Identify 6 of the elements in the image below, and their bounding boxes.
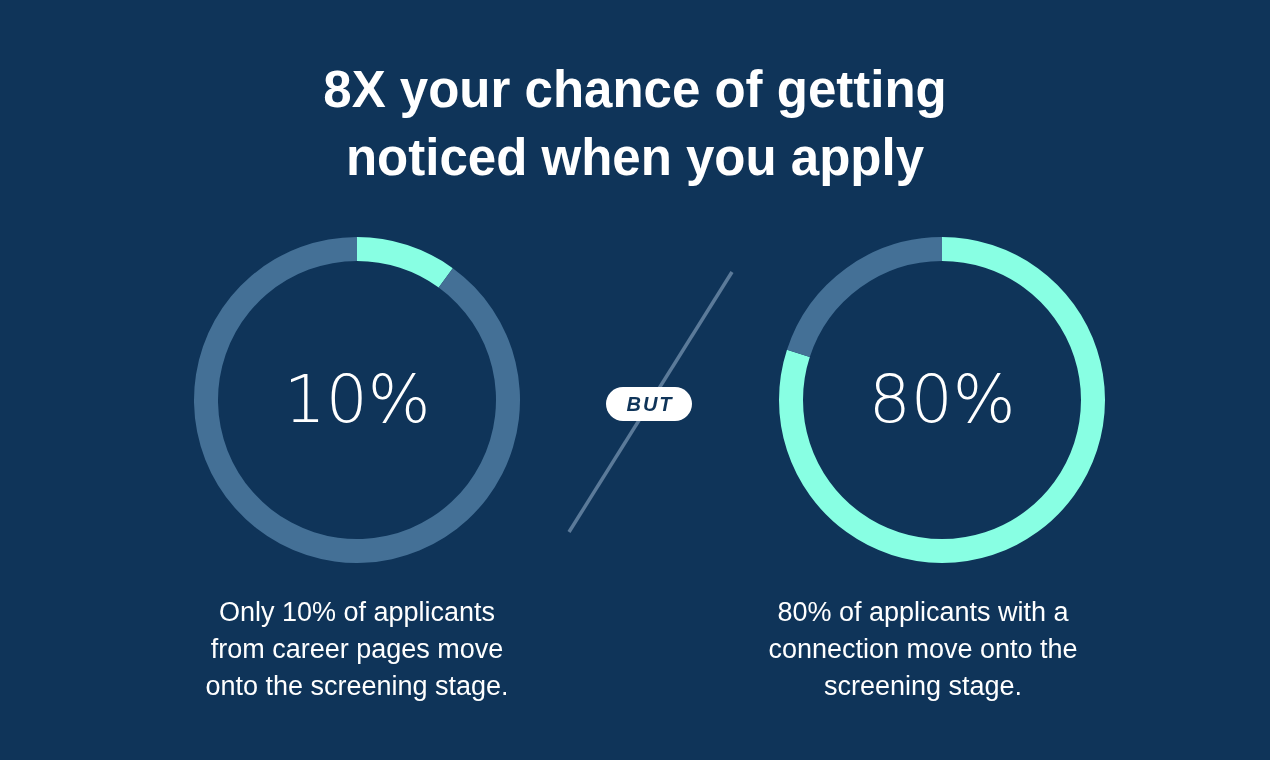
- data-label: 10%: [283, 361, 431, 438]
- text: Only 10% of applicants from career pages move onto the screening stage.: [204, 596, 510, 703]
- text: BUT: [626, 392, 674, 416]
- data-label: 80%: [868, 361, 1016, 438]
- text: 8X your chance of getting noticed when you apply: [322, 60, 948, 188]
- text: 80% of applicants with a connection move onto the screening stage.: [767, 596, 1079, 703]
